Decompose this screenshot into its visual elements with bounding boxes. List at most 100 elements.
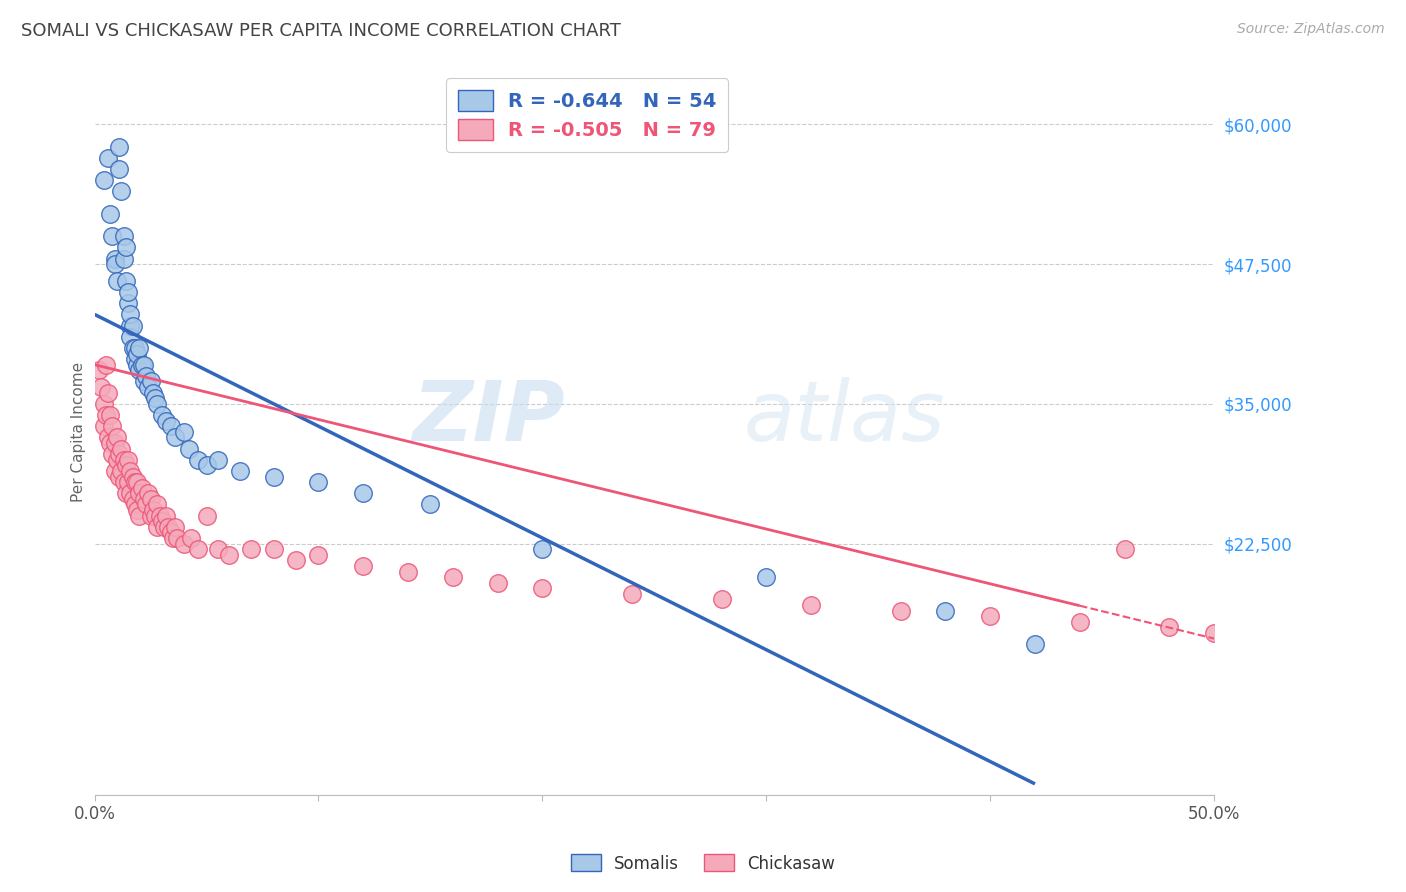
Point — [104, 436, 127, 450]
Point — [352, 558, 374, 573]
Point — [800, 598, 823, 612]
Point — [173, 536, 195, 550]
Point — [115, 486, 138, 500]
Point — [146, 520, 169, 534]
Point — [93, 397, 115, 411]
Point — [150, 514, 173, 528]
Point — [117, 452, 139, 467]
Point — [136, 380, 159, 394]
Point — [97, 151, 120, 165]
Point — [396, 565, 419, 579]
Point — [132, 358, 155, 372]
Point — [98, 207, 121, 221]
Point — [146, 498, 169, 512]
Point — [142, 385, 165, 400]
Point — [120, 464, 142, 478]
Point — [143, 508, 166, 523]
Point — [148, 508, 170, 523]
Point — [105, 452, 128, 467]
Point — [153, 520, 176, 534]
Point — [105, 430, 128, 444]
Point — [263, 469, 285, 483]
Point — [98, 436, 121, 450]
Point — [104, 252, 127, 266]
Point — [112, 475, 135, 489]
Point — [98, 408, 121, 422]
Point — [108, 447, 131, 461]
Point — [187, 452, 209, 467]
Text: Source: ZipAtlas.com: Source: ZipAtlas.com — [1237, 22, 1385, 37]
Point — [187, 542, 209, 557]
Point — [121, 491, 143, 506]
Point — [207, 542, 229, 557]
Point — [755, 570, 778, 584]
Point — [105, 274, 128, 288]
Point — [143, 391, 166, 405]
Point — [934, 604, 956, 618]
Point — [531, 582, 554, 596]
Point — [120, 486, 142, 500]
Point — [157, 520, 180, 534]
Point — [139, 508, 162, 523]
Point — [155, 508, 177, 523]
Point — [180, 531, 202, 545]
Point — [97, 385, 120, 400]
Point — [110, 185, 132, 199]
Point — [104, 257, 127, 271]
Point — [127, 358, 149, 372]
Point — [195, 458, 218, 473]
Point — [131, 481, 153, 495]
Point — [486, 575, 509, 590]
Point — [127, 475, 149, 489]
Point — [155, 414, 177, 428]
Point — [124, 341, 146, 355]
Point — [132, 491, 155, 506]
Point — [120, 330, 142, 344]
Point — [121, 469, 143, 483]
Point — [620, 587, 643, 601]
Text: atlas: atlas — [744, 376, 945, 458]
Point — [115, 274, 138, 288]
Point — [120, 318, 142, 333]
Point — [135, 368, 157, 383]
Point — [87, 363, 110, 377]
Point — [101, 419, 124, 434]
Text: SOMALI VS CHICKASAW PER CAPITA INCOME CORRELATION CHART: SOMALI VS CHICKASAW PER CAPITA INCOME CO… — [21, 22, 621, 40]
Point — [90, 380, 112, 394]
Point — [128, 508, 150, 523]
Point — [207, 452, 229, 467]
Point — [97, 430, 120, 444]
Point — [108, 140, 131, 154]
Point — [308, 548, 330, 562]
Point — [419, 498, 441, 512]
Point — [1024, 637, 1046, 651]
Point — [131, 358, 153, 372]
Point — [979, 609, 1001, 624]
Point — [117, 475, 139, 489]
Point — [94, 358, 117, 372]
Point — [112, 229, 135, 244]
Point — [441, 570, 464, 584]
Point — [104, 464, 127, 478]
Point — [93, 173, 115, 187]
Point — [110, 442, 132, 456]
Point — [115, 240, 138, 254]
Point — [159, 525, 181, 540]
Point — [93, 419, 115, 434]
Point — [115, 458, 138, 473]
Point — [150, 408, 173, 422]
Point — [124, 498, 146, 512]
Point — [112, 252, 135, 266]
Point — [108, 469, 131, 483]
Point — [710, 592, 733, 607]
Point — [117, 296, 139, 310]
Point — [112, 452, 135, 467]
Point — [285, 553, 308, 567]
Point — [308, 475, 330, 489]
Point — [218, 548, 240, 562]
Point — [127, 503, 149, 517]
Point — [120, 307, 142, 321]
Point — [165, 520, 187, 534]
Point — [1159, 620, 1181, 634]
Point — [101, 229, 124, 244]
